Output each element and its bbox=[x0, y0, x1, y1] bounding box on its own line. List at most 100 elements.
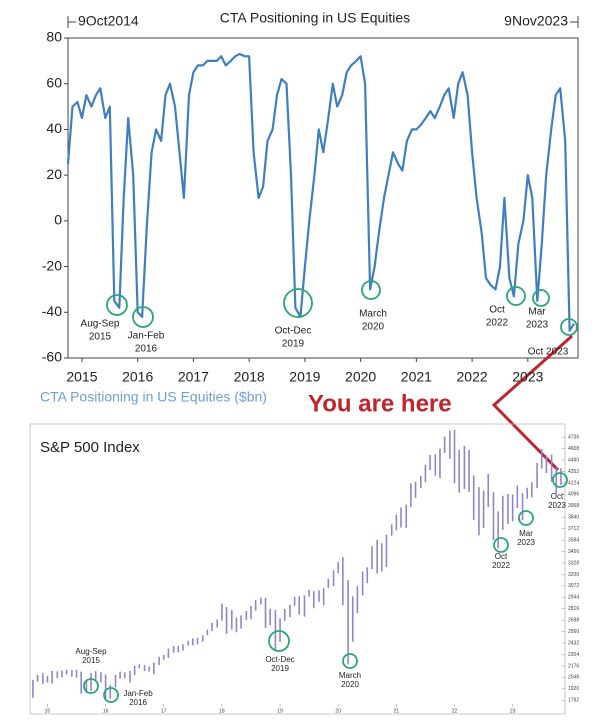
annotation: Oct bbox=[551, 492, 564, 501]
annotation: 2023 bbox=[517, 538, 535, 547]
start-bracket bbox=[67, 16, 76, 28]
highlight-circle bbox=[552, 472, 568, 488]
y-tick-label: 1792 bbox=[568, 698, 579, 704]
annotation: Jan-Feb bbox=[128, 331, 165, 342]
y-tick-label: 4608 bbox=[568, 446, 579, 452]
x-tick-label: 2016 bbox=[122, 369, 153, 385]
y-tick-label: 2176 bbox=[568, 663, 579, 669]
y-tick-label: 2944 bbox=[568, 595, 579, 601]
y-tick-label: 4224 bbox=[568, 480, 579, 486]
y-tick-label: 80 bbox=[46, 29, 62, 45]
highlight-circle bbox=[132, 306, 154, 328]
annotation: Aug-Sep bbox=[75, 647, 107, 656]
annotation: 2015 bbox=[82, 656, 100, 665]
annotation: Jan-Feb bbox=[123, 689, 153, 698]
x-tick-label: 2015 bbox=[66, 369, 97, 385]
y-tick-label: 3456 bbox=[568, 549, 579, 555]
x-tick-label: 2019 bbox=[289, 369, 320, 385]
y-tick-label: 3712 bbox=[568, 526, 579, 532]
highlight-circle bbox=[361, 280, 381, 300]
y-tick-label: 4480 bbox=[568, 457, 579, 463]
highlight-circle bbox=[283, 288, 313, 318]
x-tick-label: 20 bbox=[335, 708, 341, 714]
y-tick-label: 20 bbox=[46, 166, 62, 182]
x-tick-label: 2021 bbox=[401, 369, 432, 385]
y-tick-label: 4096 bbox=[568, 492, 579, 498]
annotation: Oct bbox=[495, 552, 508, 561]
y-tick-label: 2688 bbox=[568, 618, 579, 624]
y-tick-label: -20 bbox=[42, 257, 62, 273]
y-tick-label: 3328 bbox=[568, 560, 579, 566]
highlight-circle bbox=[560, 318, 578, 336]
line-series bbox=[66, 52, 576, 332]
highlight-circle bbox=[532, 289, 550, 307]
y-tick-label: 3584 bbox=[568, 537, 579, 543]
y-tick-label: 0 bbox=[54, 212, 62, 228]
annotation: March bbox=[359, 309, 387, 320]
annotation: 2016 bbox=[129, 698, 147, 707]
start-label: 9Oct2014 bbox=[78, 13, 139, 29]
y-tick-label: 3840 bbox=[568, 515, 579, 521]
end-bracket bbox=[570, 16, 579, 28]
callout-arrow bbox=[491, 334, 573, 472]
highlight-circle bbox=[342, 653, 358, 669]
x-tick-label: 21 bbox=[394, 708, 400, 714]
annotation: 2019 bbox=[282, 339, 305, 350]
annotation: 2023 bbox=[526, 320, 549, 331]
x-tick-label: 2017 bbox=[178, 369, 209, 385]
annotation: Oct 2023 bbox=[528, 347, 569, 358]
y-tick-label: 3072 bbox=[568, 583, 579, 589]
annotation: Mar bbox=[519, 529, 533, 538]
x-tick-label: 16 bbox=[103, 708, 109, 714]
y-tick-label: -60 bbox=[42, 349, 62, 365]
annotation: 2015 bbox=[89, 332, 112, 343]
annotation: 2019 bbox=[271, 664, 289, 673]
x-tick-label: 19 bbox=[277, 708, 283, 714]
y-tick-label: 4352 bbox=[568, 469, 579, 475]
y-tick-label: 2432 bbox=[568, 640, 579, 646]
highlight-circle bbox=[83, 678, 99, 694]
annotation: 2023 bbox=[548, 501, 566, 510]
y-tick-label: 2304 bbox=[568, 652, 579, 658]
y-tick-label: 3968 bbox=[568, 503, 579, 509]
annotation: 2022 bbox=[486, 318, 509, 329]
highlight-circle bbox=[103, 687, 119, 703]
y-tick-label: 1920 bbox=[568, 686, 579, 692]
y-tick-label: 2816 bbox=[568, 606, 579, 612]
plot-frame bbox=[67, 37, 579, 359]
x-tick-label: 2018 bbox=[234, 369, 265, 385]
x-tick-label: 15 bbox=[45, 708, 51, 714]
y-tick-label: -40 bbox=[42, 303, 62, 319]
x-tick-label: 18 bbox=[219, 708, 225, 714]
annotation: Oct-Dec bbox=[265, 655, 294, 664]
x-tick-label: 22 bbox=[452, 708, 458, 714]
callout: You are here bbox=[308, 390, 452, 417]
highlight-circle bbox=[506, 286, 526, 306]
annotation: Mar bbox=[528, 307, 546, 318]
annotation: Aug-Sep bbox=[81, 319, 120, 330]
chart-title: CTA Positioning in US Equities bbox=[220, 10, 410, 26]
y-tick-label: 4736 bbox=[568, 435, 579, 441]
legend-entry: CTA Positioning in US Equities ($bn) bbox=[40, 389, 267, 405]
annotation: Oct-Dec bbox=[275, 326, 312, 337]
highlight-circle bbox=[106, 294, 128, 316]
y-tick-label: 40 bbox=[46, 120, 62, 136]
y-tick-label: 3200 bbox=[568, 572, 579, 578]
annotation: 2016 bbox=[135, 344, 158, 355]
highlight-circle bbox=[493, 537, 509, 553]
annotation: 2020 bbox=[341, 680, 359, 689]
plot-frame-2 bbox=[29, 423, 566, 715]
annotation: 2020 bbox=[362, 322, 385, 333]
x-tick-label: 2023 bbox=[512, 369, 543, 385]
x-tick-label: 2022 bbox=[457, 369, 488, 385]
y-tick-label: 60 bbox=[46, 74, 62, 90]
x-tick-label: 23 bbox=[510, 708, 516, 714]
chart-title-2: S&P 500 Index bbox=[40, 439, 140, 456]
x-tick-label: 2020 bbox=[345, 369, 376, 385]
annotation: March bbox=[339, 671, 361, 680]
annotation: Oct bbox=[489, 305, 505, 316]
y-tick-label: 2560 bbox=[568, 629, 579, 635]
annotation: 2022 bbox=[492, 561, 510, 570]
